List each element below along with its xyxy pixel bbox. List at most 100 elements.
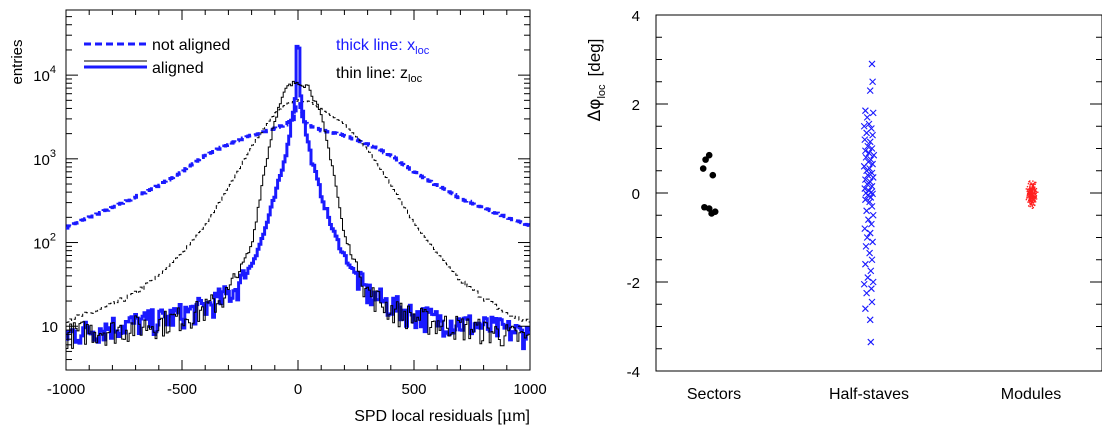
left-y-tick-base: 10 [33,68,50,85]
right-panel: 4 2 0 -2 -4 Sectors Half-staves Modules Δφloc [… [585,8,1102,403]
legend-thick-line-note: thick line: xloc [336,37,430,57]
module-point [1033,201,1035,204]
module-point [1026,196,1028,198]
half-stave-point [860,162,868,170]
module-point [1029,199,1032,201]
module-point [1029,186,1031,188]
module-point [1029,194,1032,196]
module-point [1035,192,1037,195]
left-y-tick-base: 10 [41,319,58,336]
module-point [1031,195,1033,198]
thick-line-sub: loc [415,45,430,57]
module-point [1028,181,1031,183]
half-stave-point [868,182,876,190]
legend-thin-line-note: thin line: zloc [336,65,423,85]
left-x-axis-label: SPD local residuals [μm] [354,406,530,425]
left-x-tick-label: 1000 [513,381,546,398]
category-label-half-staves: Half-staves [829,386,909,403]
half-stave-point [869,190,876,198]
module-point [1033,187,1035,189]
module-point [1031,187,1033,190]
module-point [1030,196,1032,198]
category-label-sectors: Sectors [687,386,741,403]
module-point [1027,189,1029,191]
half-stave-point [862,176,869,184]
module-point [1031,192,1033,194]
module-point [1027,205,1030,207]
module-point [1032,206,1035,209]
module-point [1035,196,1037,198]
module-point [1031,193,1034,195]
module-point [1027,191,1030,194]
module-point [1028,199,1031,201]
half-stave-point [865,120,873,128]
module-point [1033,191,1036,194]
left-x-axis: -1000 -500 0 500 1000 [47,10,547,398]
half-stave-point [865,149,873,157]
module-point [1025,198,1028,201]
module-point [1032,184,1034,186]
module-point [1032,185,1034,188]
module-point [1030,190,1032,192]
histogram-series-1 [66,102,530,230]
module-point [1032,192,1035,194]
right-y-tick-label: 0 [632,186,640,203]
module-point [1027,182,1030,185]
right-points-group [699,60,1039,346]
module-point [1033,186,1036,188]
sector-point [705,205,713,212]
module-point [1029,195,1031,197]
left-y-tick-exp: 2 [50,232,56,244]
module-point [1026,190,1028,193]
module-point [1034,193,1037,196]
module-point [1029,180,1031,182]
half-stave-point [864,142,872,150]
module-point [1033,195,1035,197]
module-point [1027,201,1029,203]
module-point [1026,185,1029,188]
module-point [1025,188,1028,190]
left-y-tick-label: 10 [41,319,58,336]
half-stave-point [863,180,871,188]
half-stave-point [866,229,874,237]
module-point [1032,196,1034,199]
left-y-tick-label: 102 [33,232,56,253]
half-stave-point [863,113,871,121]
module-point [1034,197,1036,200]
half-stave-point [860,280,868,288]
half-stave-point [870,151,878,159]
module-point [1027,190,1030,193]
left-series-group [66,44,530,351]
module-point [1029,183,1031,186]
half-stave-point [863,207,870,215]
half-stave-point [869,109,877,117]
right-y-axis-label: Δφloc [deg] [585,39,608,122]
half-stave-point [863,289,870,297]
module-point [1031,183,1033,186]
module-point [1028,197,1031,199]
half-stave-point [862,243,870,250]
half-stave-point [868,145,876,152]
module-point [1034,190,1036,192]
module-point [1028,196,1030,198]
module-point [1030,197,1033,200]
half-stave-point [869,160,876,168]
half-stave-point [863,129,870,137]
left-x-tick-label: 500 [401,381,426,398]
histogram-series-4 [66,80,530,349]
half-stave-point [864,274,872,281]
module-point [1033,193,1035,195]
half-stave-point [862,107,869,115]
module-point [1029,191,1031,194]
sector-point [702,156,709,163]
half-stave-point [868,220,875,228]
module-point [1031,207,1034,209]
right-y-tick-label: -4 [627,364,640,381]
thick-line-prefix: thick line: x [336,37,415,54]
module-point [1034,183,1036,186]
half-stave-point [866,87,874,95]
half-stave-point [861,225,869,232]
legend-label-not-aligned: not aligned [152,37,230,54]
left-legend: not aligned aligned thick line: xloc thi… [84,37,430,85]
